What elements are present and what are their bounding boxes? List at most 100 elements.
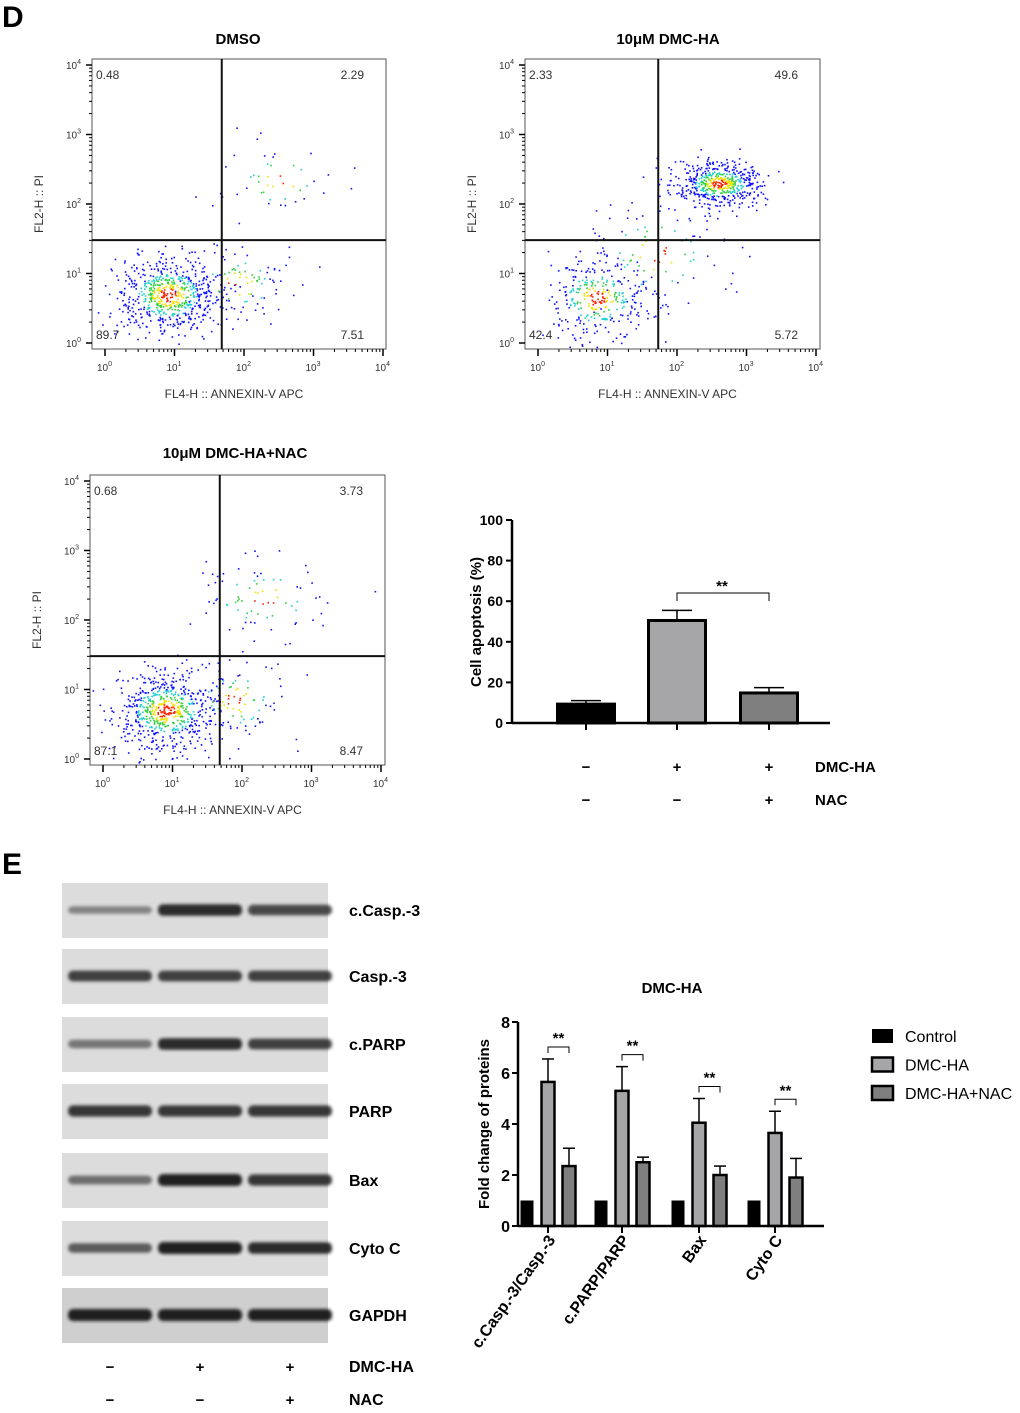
event-dot (203, 266, 206, 268)
event-dot (191, 728, 194, 731)
event-dot (667, 313, 670, 315)
event-dot (114, 333, 116, 335)
event-dot (700, 167, 703, 169)
event-dot (733, 180, 735, 183)
bar-1 (556, 702, 616, 725)
event-dot (154, 687, 157, 689)
event-dot (586, 314, 589, 316)
event-dot (601, 292, 604, 295)
event-dot (198, 296, 200, 298)
event-dot (603, 318, 605, 320)
event-dot (181, 725, 184, 728)
event-dot (153, 712, 155, 714)
condition-label: DMC-HA (815, 759, 876, 776)
event-dot (145, 710, 147, 713)
event-dot (306, 674, 308, 676)
event-dot (711, 196, 713, 198)
event-dot (573, 302, 575, 304)
protein-band (68, 1105, 152, 1117)
event-dot (702, 172, 704, 174)
event-dot (188, 689, 190, 692)
event-dot (208, 300, 211, 302)
event-dot (707, 164, 709, 167)
event-dot (620, 342, 623, 345)
event-dot (200, 293, 203, 296)
event-dot (187, 277, 190, 280)
event-dot (161, 283, 163, 285)
event-dot (136, 704, 138, 706)
event-dot (618, 280, 620, 282)
event-dot (256, 592, 259, 594)
event-dot (600, 302, 603, 304)
event-dot (126, 715, 128, 717)
event-dot (734, 184, 736, 186)
event-dot (579, 322, 581, 325)
event-dot (191, 251, 193, 253)
event-dot (180, 714, 182, 717)
event-dot (126, 324, 129, 326)
event-dot (749, 183, 752, 185)
event-dot (135, 283, 138, 286)
event-dot (227, 282, 230, 284)
event-dot (680, 195, 683, 198)
event-dot (119, 717, 121, 719)
event-dot (152, 692, 154, 694)
event-dot (204, 749, 207, 752)
event-dot (151, 753, 153, 755)
event-dot (739, 197, 741, 199)
event-dot (700, 180, 703, 182)
event-dot (733, 202, 736, 204)
event-dot (574, 275, 576, 278)
event-dot (120, 736, 123, 739)
event-dot (145, 715, 148, 718)
event-dot (170, 284, 173, 287)
event-dot (193, 731, 196, 734)
event-dot (670, 168, 673, 171)
event-dot (151, 280, 153, 283)
event-dot (557, 307, 559, 310)
event-dot (182, 678, 185, 681)
event-dot (577, 288, 579, 290)
event-dot (254, 622, 256, 624)
event-dot (162, 703, 164, 706)
event-dot (703, 176, 706, 179)
event-dot (157, 722, 159, 725)
condition-sign: + (286, 1359, 295, 1376)
event-dot (593, 314, 595, 316)
event-dot (129, 700, 131, 702)
event-dot (233, 272, 236, 274)
event-dot (742, 197, 744, 200)
event-dot (713, 195, 715, 197)
event-dot (647, 312, 650, 315)
event-dot (198, 316, 200, 318)
event-dot (721, 195, 724, 198)
event-dot (578, 318, 580, 320)
event-dot (715, 181, 717, 183)
event-dot (208, 601, 210, 603)
event-dot (707, 207, 710, 209)
event-dot (166, 744, 169, 747)
event-dot (176, 699, 179, 702)
event-dot (173, 704, 176, 706)
event-dot (156, 309, 159, 311)
event-dot (155, 758, 157, 761)
event-dot (220, 710, 222, 713)
event-dot (146, 721, 149, 724)
event-dot (114, 258, 117, 261)
event-dot (163, 715, 166, 718)
event-dot (237, 687, 239, 690)
event-dot (156, 307, 158, 309)
event-dot (126, 726, 128, 728)
event-dot (242, 650, 244, 653)
event-dot (590, 295, 592, 297)
event-dot (245, 616, 248, 619)
event-dot (738, 203, 741, 205)
event-dot (753, 191, 756, 193)
event-dot (689, 219, 692, 222)
flow-plot-flow_dmc: 10μM DMC-HA2.33 49.642.4 5.721001001011011… (465, 31, 823, 401)
event-dot (745, 161, 747, 164)
event-dot (757, 194, 759, 196)
event-dot (696, 174, 698, 177)
event-dot (183, 720, 185, 722)
